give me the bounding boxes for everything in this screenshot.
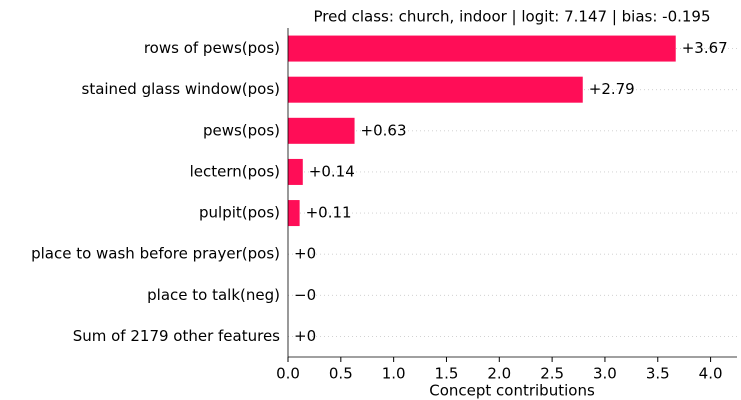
- x-tick-label: 1.0: [382, 365, 406, 383]
- y-tick-label: Sum of 2179 other features: [73, 327, 280, 345]
- value-label: +0: [294, 327, 316, 345]
- y-tick-label: stained glass window(pos): [82, 80, 281, 98]
- value-label: +2.79: [589, 80, 635, 98]
- value-label: +3.67: [682, 39, 728, 57]
- bar: [288, 35, 676, 62]
- y-tick-label: place to talk(neg): [147, 286, 280, 304]
- x-tick-label: 1.5: [435, 365, 459, 383]
- x-tick-label: 4.0: [699, 365, 723, 383]
- x-tick-label: 2.0: [487, 365, 511, 383]
- x-tick-label: 3.0: [593, 365, 617, 383]
- y-tick-label: rows of pews(pos): [144, 39, 280, 57]
- value-label: +0.11: [306, 204, 352, 222]
- value-label: −0: [294, 286, 316, 304]
- y-tick-label: place to wash before prayer(pos): [31, 245, 280, 263]
- bar: [288, 117, 355, 144]
- x-tick-label: 3.5: [646, 365, 670, 383]
- bar: [288, 200, 300, 227]
- x-tick-label: 2.5: [540, 365, 564, 383]
- y-tick-label: pulpit(pos): [199, 204, 280, 222]
- bar: [288, 158, 303, 185]
- x-axis-label: Concept contributions: [429, 382, 595, 400]
- x-tick-label: 0.0: [276, 365, 300, 383]
- y-tick-label: pews(pos): [203, 121, 280, 139]
- value-label: +0.63: [361, 121, 407, 139]
- x-tick-label: 0.5: [329, 365, 353, 383]
- bar: [288, 76, 583, 103]
- value-label: +0: [294, 245, 316, 263]
- y-tick-label: lectern(pos): [190, 162, 280, 180]
- value-label: +0.14: [309, 162, 355, 180]
- chart-title: Pred class: church, indoor | logit: 7.14…: [313, 8, 710, 26]
